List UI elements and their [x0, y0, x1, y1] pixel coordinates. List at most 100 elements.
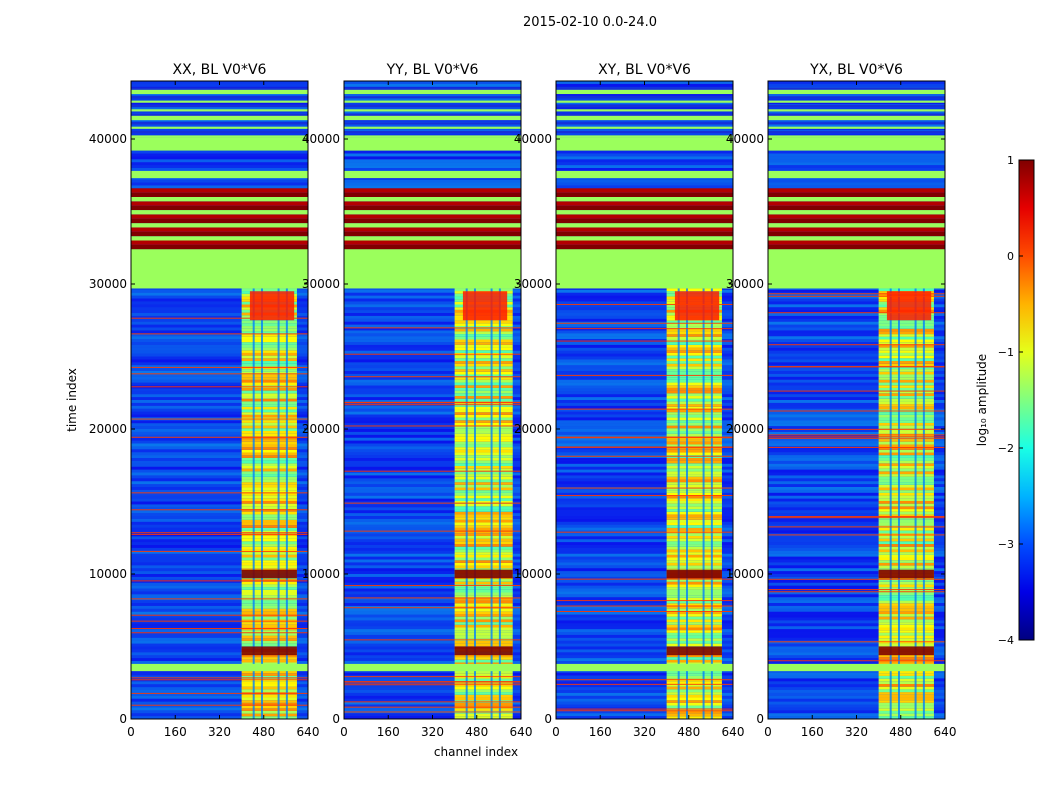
noise-row: [131, 652, 308, 656]
noise-row: [344, 376, 521, 380]
noise-row: [556, 443, 733, 447]
noise-row: [768, 507, 945, 511]
noise-row: [344, 646, 521, 650]
band-cell: [454, 595, 513, 598]
band-cell: [454, 377, 513, 380]
band-cell: [666, 331, 722, 335]
noise-row: [768, 524, 945, 528]
noise-row: [344, 698, 521, 702]
saturated-stripe: [556, 214, 733, 219]
noise-row: [344, 565, 521, 569]
band-cell: [666, 614, 722, 617]
noise-row: [556, 324, 733, 328]
noise-row: [768, 559, 945, 563]
noise-row: [344, 672, 521, 676]
rfi-line: [768, 293, 945, 295]
rfi-line: [768, 437, 945, 439]
noise-row: [344, 344, 521, 348]
noise-row: [556, 344, 733, 348]
noise-row: [344, 153, 521, 157]
noise-row: [131, 501, 308, 505]
band-cell: [454, 527, 513, 531]
band-cell: [454, 323, 513, 327]
band-cell: [666, 500, 722, 504]
band-cell: [454, 541, 513, 545]
band-cell: [878, 492, 934, 496]
band-cell: [666, 716, 722, 719]
top-stripe: [556, 91, 733, 95]
noise-row: [768, 472, 945, 476]
noise-row: [768, 576, 945, 580]
band-cell: [241, 374, 297, 378]
band-cell: [241, 659, 297, 663]
noise-row: [768, 704, 945, 708]
noise-row: [131, 574, 308, 577]
noise-row: [768, 513, 945, 516]
noise-row: [344, 632, 521, 635]
band-cell: [241, 684, 297, 687]
noise-row: [768, 643, 945, 647]
saturated-stripe: [556, 205, 733, 211]
noise-row: [556, 458, 733, 461]
noise-row: [556, 356, 733, 360]
band-cell: [666, 519, 722, 523]
band-cell: [454, 441, 513, 445]
noise-row: [344, 156, 521, 160]
saturated-stripe: [131, 205, 308, 211]
band-cell: [454, 449, 513, 453]
band-notch: [277, 288, 280, 719]
noise-row: [556, 495, 733, 499]
noise-row: [768, 353, 945, 357]
band-cell: [454, 417, 513, 421]
noise-row: [768, 336, 945, 340]
flagged-block: [556, 249, 733, 289]
band-cell: [878, 431, 934, 434]
noise-row: [556, 559, 733, 563]
band-cell: [454, 670, 513, 674]
y-tick-label: 30000: [89, 277, 127, 291]
band-cell: [666, 541, 722, 545]
noise-row: [344, 690, 521, 693]
band-cell: [454, 592, 513, 596]
band-cell: [241, 371, 297, 375]
band-notch: [465, 288, 468, 719]
noise-row: [556, 585, 733, 589]
band-cell: [454, 552, 513, 555]
noise-row: [131, 576, 308, 580]
noise-row: [768, 458, 945, 461]
band-cell: [878, 517, 934, 520]
noise-row: [131, 350, 308, 354]
band-cell: [878, 342, 934, 345]
band-cell: [454, 673, 513, 676]
y-tick-label: 30000: [302, 277, 340, 291]
band-cell: [878, 417, 934, 421]
x-tick-label: 480: [677, 725, 700, 739]
band-notch: [702, 288, 705, 719]
band-cell: [241, 476, 297, 480]
noise-row: [556, 182, 733, 186]
noise-row: [344, 524, 521, 528]
noise-row: [131, 443, 308, 447]
band-cell: [666, 533, 722, 536]
band-cell: [666, 597, 722, 601]
band-cell: [666, 686, 722, 690]
noise-row: [344, 466, 521, 470]
band-cell: [878, 468, 934, 472]
noise-row: [556, 701, 733, 705]
noise-row: [131, 704, 308, 708]
noise-row: [131, 179, 308, 183]
noise-row: [556, 579, 733, 583]
noise-row: [556, 582, 733, 586]
top-stripe: [556, 104, 733, 108]
band-cell: [666, 382, 722, 386]
rfi-line: [556, 531, 733, 533]
flagged-range: [344, 137, 521, 151]
flagged-range: [344, 89, 521, 93]
noise-row: [344, 83, 521, 87]
band-cell: [454, 474, 513, 477]
band-cell: [878, 506, 934, 510]
noise-row: [768, 626, 945, 630]
band-cell: [241, 705, 297, 709]
noise-row: [556, 626, 733, 630]
noise-row: [131, 452, 308, 456]
